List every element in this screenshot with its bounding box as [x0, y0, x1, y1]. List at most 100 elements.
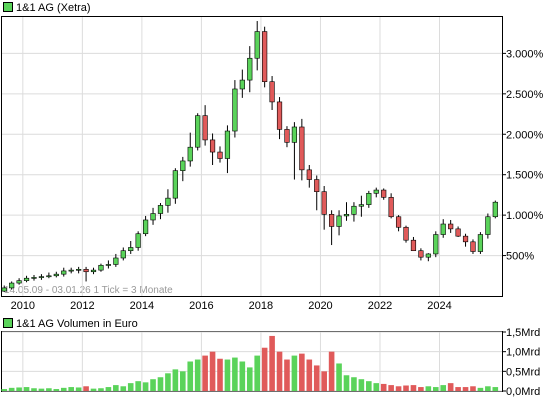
- price-y-tick-label: 2.000%: [506, 129, 544, 141]
- volume-bar: [90, 388, 97, 391]
- volume-bar: [299, 353, 305, 391]
- volume-bar: [224, 359, 231, 391]
- volume-bar: [366, 381, 372, 391]
- price-x-ticks: 2010 2012 2014 2016 2018 2020 2022 2024: [11, 300, 452, 312]
- candle-body: [31, 277, 37, 279]
- candle-body: [105, 264, 111, 266]
- candle-body: [477, 234, 484, 252]
- candle-body: [157, 205, 164, 214]
- volume-bar: [291, 355, 298, 391]
- volume-bar: [46, 388, 52, 391]
- volume-bar: [418, 387, 424, 391]
- volume-bar: [157, 377, 164, 391]
- candle-body: [306, 169, 312, 180]
- volume-bar: [83, 386, 89, 391]
- candle-body: [492, 201, 498, 218]
- volume-bar: [321, 371, 327, 391]
- candle-body: [128, 247, 134, 252]
- candle-body: [366, 192, 372, 205]
- candle-body: [53, 273, 59, 277]
- price-y-tick-label: 1.000%: [506, 210, 544, 222]
- volume-y-tick-label: 1,0Mrd: [506, 347, 540, 359]
- volume-bar: [239, 361, 246, 391]
- volume-bar: [261, 347, 268, 391]
- candle-body: [321, 191, 327, 215]
- candle-body: [247, 57, 253, 81]
- candle-body: [202, 115, 208, 141]
- candle-body: [143, 219, 149, 235]
- candle-body: [113, 257, 119, 265]
- price-y-tick-label: 3.000%: [506, 48, 544, 60]
- volume-bar: [410, 385, 417, 391]
- candle-body: [68, 269, 74, 272]
- volume-bar: [470, 386, 476, 391]
- volume-bar: [113, 385, 119, 391]
- candle-body: [187, 146, 193, 162]
- candle-body: [291, 126, 298, 143]
- volume-bar: [388, 385, 394, 391]
- candle-body: [16, 280, 22, 284]
- candle-body: [23, 277, 30, 281]
- volume-bar: [38, 388, 45, 391]
- volume-bar: [328, 351, 335, 391]
- volume-legend-swatch: [3, 318, 13, 328]
- price-x-tick-label: 2014: [130, 300, 154, 312]
- volume-bar: [165, 373, 171, 391]
- volume-bar: [373, 383, 380, 391]
- candle-body: [254, 31, 260, 59]
- candle-body: [284, 129, 290, 143]
- candle-body: [299, 126, 305, 171]
- volume-bar: [432, 387, 439, 391]
- volume-bar: [217, 358, 223, 391]
- candle-body: [351, 205, 357, 215]
- volume-bar: [269, 335, 275, 391]
- candle-body: [217, 151, 223, 159]
- volume-bar: [425, 386, 432, 391]
- candle-body: [276, 101, 283, 130]
- candle-body: [425, 253, 431, 258]
- candle-body: [358, 204, 364, 207]
- candle-body: [209, 139, 216, 153]
- volume-bar: [395, 386, 402, 391]
- volume-bar: [150, 379, 156, 391]
- price-x-tick-label: 2022: [368, 300, 392, 312]
- volume-bar: [492, 387, 499, 391]
- volume-bar: [53, 389, 60, 391]
- volume-bar: [358, 379, 365, 391]
- price-legend-swatch: [3, 2, 13, 12]
- volume-bar: [180, 371, 186, 391]
- volume-bar: [16, 387, 22, 391]
- price-panel-frame: [1, 16, 503, 297]
- volume-bar: [343, 375, 350, 391]
- candle-body: [329, 214, 335, 227]
- volume-bars: [1, 335, 499, 391]
- candle-body: [98, 264, 104, 271]
- price-y-tick-label: 500%: [506, 251, 534, 263]
- volume-bar: [31, 388, 37, 391]
- candle-body: [1, 287, 7, 292]
- price-x-tick-label: 2010: [11, 300, 35, 312]
- candle-body: [381, 189, 387, 198]
- candle-body: [165, 197, 171, 206]
- volume-bar: [187, 361, 194, 391]
- volume-bar: [447, 383, 454, 391]
- candle-body: [83, 269, 89, 273]
- volume-bar: [313, 365, 320, 391]
- volume-bar: [276, 351, 283, 391]
- volume-bar: [351, 377, 357, 391]
- volume-bar: [194, 359, 201, 391]
- candle-body: [418, 250, 424, 258]
- volume-bar: [232, 357, 238, 391]
- candle-body: [61, 270, 67, 275]
- price-x-tick-label: 2016: [189, 300, 213, 312]
- price-chart-info: 14.05.09 - 03.01.26 1 Tick = 3 Monate: [4, 285, 173, 296]
- price-x-tick-label: 2024: [427, 300, 451, 312]
- volume-bar: [477, 387, 484, 391]
- candle-body: [373, 189, 379, 194]
- volume-bar: [142, 382, 149, 391]
- candle-body: [433, 234, 439, 255]
- volume-bar: [284, 359, 290, 391]
- candle-body: [76, 269, 82, 271]
- volume-bar: [8, 387, 15, 391]
